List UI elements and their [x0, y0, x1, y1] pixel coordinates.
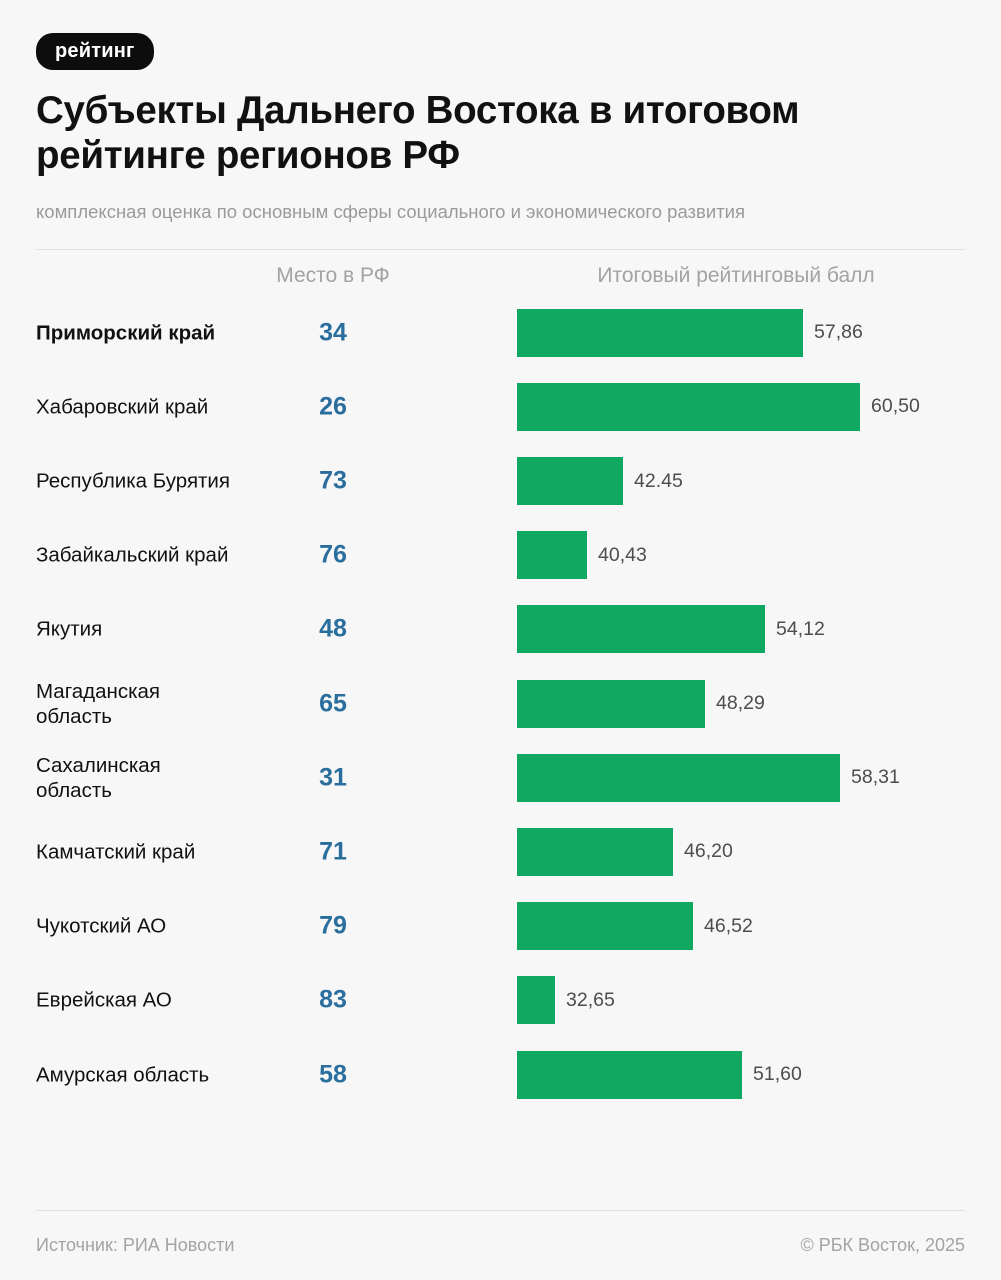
region-label: Камчатский край [36, 840, 196, 864]
region-label: Амурская область [36, 1063, 210, 1087]
table-row: Якутия 48 54,12 [36, 592, 965, 666]
region-label: Якутия [36, 617, 103, 641]
bar-container: 54,12 [517, 605, 825, 654]
rank-value: 58 [319, 1060, 347, 1089]
score-bar [517, 753, 840, 802]
score-value: 60,50 [871, 395, 920, 418]
score-value: 54,12 [776, 617, 825, 640]
region-label: Приморский край [36, 321, 216, 345]
rank-value: 48 [319, 614, 347, 643]
rank-value: 65 [319, 689, 347, 718]
chart-rows: Приморский край 34 57,86 Хабаровский край 26… [36, 296, 965, 1112]
region-label: Забайкальский край [36, 543, 229, 567]
score-value: 48,29 [716, 692, 765, 715]
score-bar [517, 457, 623, 506]
table-row: Магаданская область 65 48,29 [36, 667, 965, 741]
table-row: Камчатский край 71 46,20 [36, 815, 965, 889]
score-bar [517, 1050, 742, 1099]
table-row: Приморский край 34 57,86 [36, 296, 965, 370]
table-row: Республика Бурятия 73 42.45 [36, 444, 965, 518]
table-row: Сахалинская область 31 58,31 [36, 741, 965, 815]
bar-container: 40,43 [517, 531, 647, 580]
region-label: Чукотский АО [36, 914, 167, 938]
region-label: Сахалинская область [36, 753, 161, 802]
rank-value: 76 [319, 540, 347, 569]
score-bar [517, 976, 555, 1025]
bar-container: 48,29 [517, 679, 765, 728]
score-bar [517, 531, 587, 580]
score-value: 46,20 [684, 840, 733, 863]
rank-value: 83 [319, 985, 347, 1014]
table-row: Еврейская АО 83 32,65 [36, 963, 965, 1037]
bar-container: 60,50 [517, 382, 920, 431]
footer-divider [36, 1210, 965, 1211]
score-bar [517, 382, 860, 431]
score-bar [517, 308, 803, 357]
page-subtitle: комплексная оценка по основным сферы соц… [36, 201, 746, 223]
bar-container: 57,86 [517, 308, 863, 357]
copyright-label: © РБК Восток, 2025 [800, 1235, 965, 1255]
table-row: Хабаровский край 26 60,50 [36, 370, 965, 444]
score-value: 51,60 [753, 1063, 802, 1086]
footer: Источник: РИА Новости © РБК Восток, 2025 [36, 1235, 965, 1256]
table-row: Забайкальский край 76 40,43 [36, 518, 965, 592]
source-label: Источник: РИА Новости [36, 1235, 235, 1255]
score-value: 58,31 [851, 766, 900, 789]
header-divider [36, 248, 965, 250]
region-label: Хабаровский край [36, 395, 209, 419]
score-value: 40,43 [598, 543, 647, 566]
rank-value: 31 [319, 763, 347, 792]
score-value: 46,52 [704, 914, 753, 937]
bar-container: 32,65 [517, 976, 615, 1025]
score-value: 57,86 [814, 321, 863, 344]
table-row: Амурская область 58 51,60 [36, 1037, 965, 1111]
bar-container: 58,31 [517, 753, 900, 802]
score-bar [517, 679, 705, 728]
region-label: Еврейская АО [36, 988, 172, 1012]
rank-value: 73 [319, 466, 347, 495]
region-label: Магаданская область [36, 679, 160, 728]
table-row: Чукотский АО 79 46,52 [36, 889, 965, 963]
bar-container: 46,20 [517, 827, 733, 876]
rank-value: 71 [319, 837, 347, 866]
page-title: Субъекты Дальнего Востока в итоговом рей… [36, 89, 800, 177]
bar-container: 46,52 [517, 902, 753, 951]
rank-value: 34 [319, 318, 347, 347]
column-headers: Место в РФ Итоговый рейтинговый балл [36, 250, 965, 296]
rank-value: 26 [319, 392, 347, 421]
score-value: 42.45 [634, 469, 683, 492]
rank-value: 79 [319, 911, 347, 940]
score-bar [517, 605, 765, 654]
score-bar [517, 902, 693, 951]
column-header-rank: Место в РФ [276, 263, 390, 287]
region-label: Республика Бурятия [36, 469, 230, 493]
score-bar [517, 827, 673, 876]
bar-container: 51,60 [517, 1050, 802, 1099]
column-header-score: Итоговый рейтинговый балл [597, 263, 875, 287]
score-value: 32,65 [566, 988, 615, 1011]
bar-container: 42.45 [517, 457, 683, 506]
category-badge: рейтинг [36, 33, 154, 70]
